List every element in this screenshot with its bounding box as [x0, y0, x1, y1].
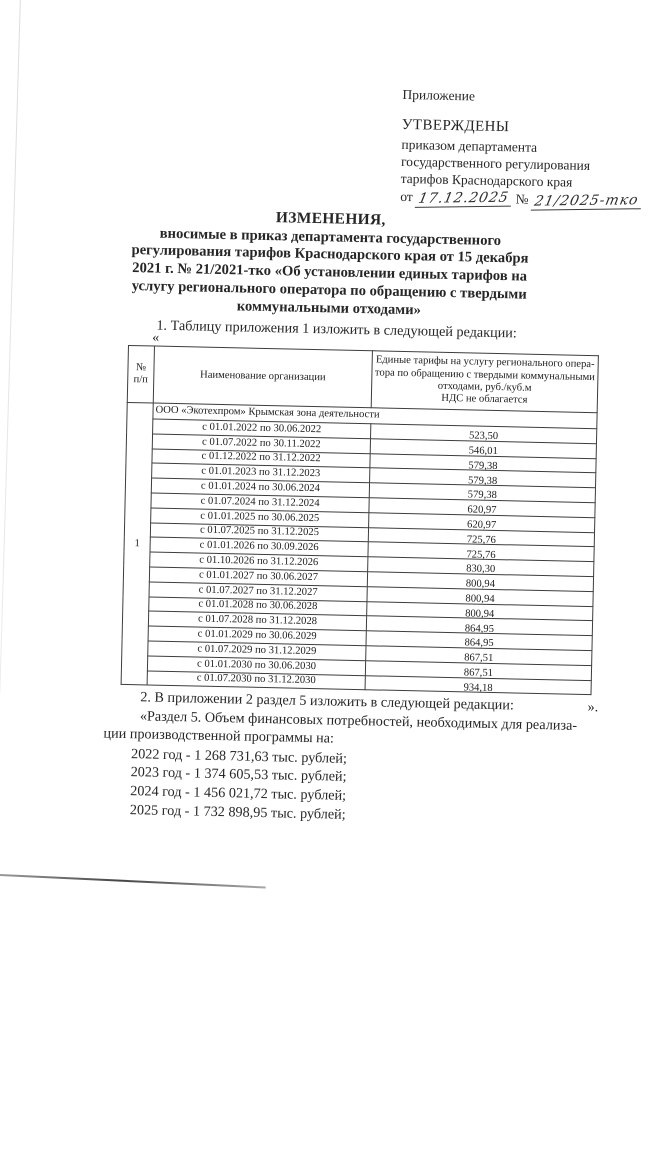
tariff-value: 864,95: [464, 622, 495, 635]
tariff-value: 800,94: [465, 578, 496, 591]
appendix-label: Приложение: [402, 86, 476, 104]
tariff-value: 579,38: [467, 489, 497, 502]
tariff-value: 579,38: [467, 475, 498, 487]
letterhead: Приложение УТВЕРЖДЕНЫ приказом департаме…: [400, 86, 648, 211]
tariff-value: 867,51: [463, 667, 494, 679]
tariff-value: 934,18: [463, 682, 493, 694]
col-header-org: Наименование организации: [153, 346, 373, 408]
tariff-table: № п/п Наименование организации Единые тар…: [121, 345, 599, 696]
tariff-value: 579,38: [468, 460, 498, 472]
col-header-num: № п/п: [127, 345, 155, 404]
tariff-value: 523,50: [468, 430, 499, 443]
col-header-num-line: №: [135, 361, 147, 374]
tariff-value: 725,76: [466, 534, 497, 546]
doc-title: ИЗМЕНЕНИЯ, вносимые в приказ департамент…: [83, 205, 577, 323]
tariff-value: 546,01: [468, 445, 498, 458]
col-header-tariff: Единые тарифы на услугу регионального оп…: [371, 350, 599, 413]
tariff-value: 867,51: [464, 652, 494, 665]
tariff-value: 620,97: [467, 504, 497, 517]
tariff-value: 800,94: [465, 608, 495, 620]
tariff-value: 800,94: [465, 593, 495, 606]
tariff-value: 830,30: [465, 563, 496, 576]
table-body: 1 ООО «Экотехпром» Крымская зона деятель…: [121, 402, 598, 695]
tariff-value: 620,97: [466, 519, 497, 532]
date-prefix: от: [400, 188, 413, 205]
table-close-quote: ».: [587, 699, 599, 716]
tariff-value: 864,95: [464, 637, 494, 650]
closing-block: 2. В приложении 2 раздел 5 изложить в сл…: [102, 688, 599, 830]
col-header-num-line: п/п: [133, 374, 149, 386]
handwritten-date: 17.12.2025: [414, 190, 514, 208]
handwritten-number: 21/2025-тко: [530, 192, 644, 211]
tariff-value: 725,76: [466, 549, 496, 561]
table-open-quote: «: [151, 330, 160, 346]
year-lines: 2022 год - 1 268 731,63 тыс. рублей; 2023…: [130, 745, 598, 830]
table-header-row: № п/п Наименование организации Единые тар…: [127, 345, 599, 413]
doc-title-lines: вносимые в приказ департамента государст…: [83, 224, 577, 323]
letterhead-lines: приказом департамента государственного ре…: [401, 136, 647, 192]
number-sign: №: [515, 191, 529, 207]
